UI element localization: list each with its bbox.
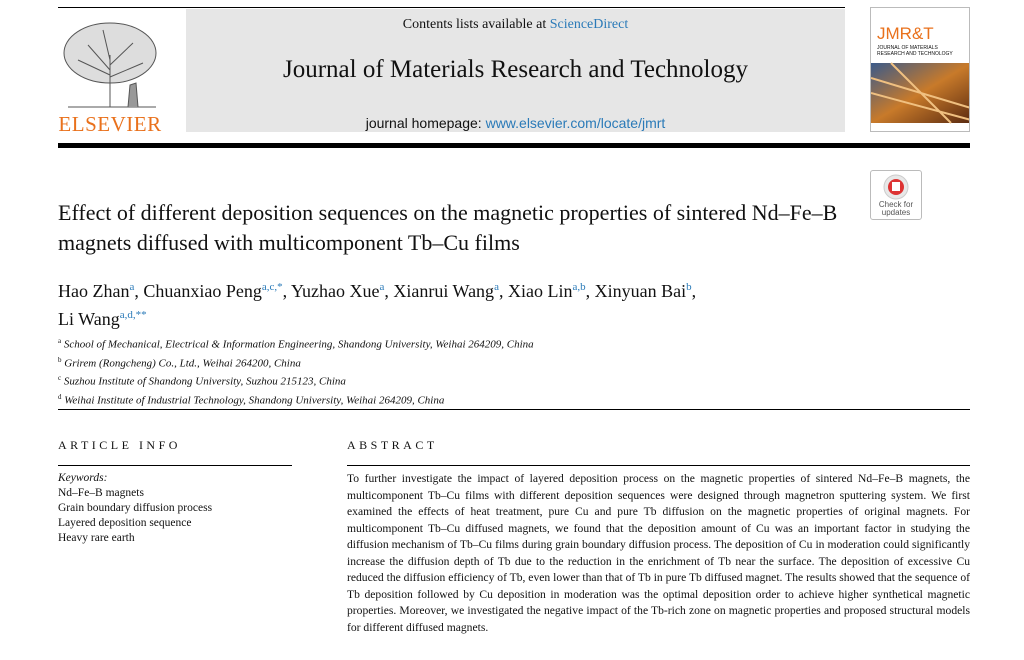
affiliation: d Weihai Institute of Industrial Technol…	[58, 390, 758, 409]
separator: ,	[691, 281, 697, 301]
text: journal homepage:	[365, 115, 482, 131]
author-affiliation[interactable]: a	[379, 281, 385, 293]
keyword: Nd–Fe–B magnets	[58, 487, 144, 499]
keyword: Heavy rare earth	[58, 532, 135, 544]
link[interactable]: www.elsevier.com/locate/jmrt	[485, 115, 666, 131]
affiliation-mark: a	[58, 337, 62, 345]
author-name: Hao Zhan	[58, 281, 130, 301]
check-icon	[883, 174, 909, 200]
journal-name: Journal of Materials Research and Techno…	[282, 56, 748, 83]
rule	[58, 7, 845, 8]
check-text: Check for updates	[878, 200, 914, 217]
keywords: Keywords: Nd–Fe–B magnets Grain boundary d…	[58, 471, 298, 546]
affiliation: b Grirem (Rongcheng) Co., Ltd., Weihai 2…	[58, 353, 758, 372]
text: Contents lists available at	[402, 17, 547, 32]
affiliation-mark: b	[58, 355, 62, 364]
author-affiliation[interactable]: a	[494, 281, 499, 293]
contents-line: Contents lists available at ScienceDirec…	[186, 17, 845, 33]
affiliation-text: Weihai Institute of Industrial Technolog…	[64, 394, 445, 407]
author-name: Yuzhao Xue	[290, 281, 380, 301]
author-name: Xianrui Wang	[393, 281, 495, 301]
cover-art	[871, 62, 969, 124]
author-affiliation[interactable]: a,d,**	[119, 309, 147, 321]
journal-banner	[186, 9, 845, 132]
journal-cover: JMR&T JOURNAL OF MATERIALS RESEARCH AND …	[870, 7, 970, 132]
author-name: Li Wang	[58, 309, 120, 329]
affiliation-mark: c	[58, 374, 62, 383]
separator: ,	[282, 281, 288, 301]
cover-title: JMR&T	[877, 24, 934, 43]
cover-subtitle: JOURNAL OF MATERIALS RESEARCH AND TECHNO…	[877, 45, 953, 57]
separator: ,	[134, 281, 139, 301]
homepage-line: journal homepage: www.elsevier.com/locat…	[186, 115, 845, 131]
author-affiliation[interactable]: b	[686, 281, 692, 293]
section-heading: ABSTRACT	[347, 438, 438, 452]
keywords-label: Keywords:	[58, 472, 108, 484]
keyword: Grain boundary diffusion process	[58, 502, 213, 514]
affiliation-text: Grirem (Rongcheng) Co., Ltd., Weihai 264…	[64, 357, 301, 370]
affiliation-text: School of Mechanical, Electrical & Infor…	[63, 338, 534, 351]
link[interactable]: ScienceDirect	[549, 17, 629, 32]
author-affiliation[interactable]: a,c,*	[261, 281, 283, 293]
affiliation-mark: d	[58, 392, 62, 401]
author-name: Xinyuan Bai	[594, 281, 687, 301]
rule	[58, 143, 970, 148]
author-affiliation[interactable]: a,b	[572, 281, 586, 293]
section-heading: ARTICLE INFO	[58, 438, 181, 452]
author-name: Xiao Lin	[507, 281, 573, 301]
affiliation: c Suzhou Institute of Shandong Universit…	[58, 371, 758, 390]
rule	[58, 409, 970, 410]
publisher-logo	[63, 22, 157, 108]
rule	[347, 465, 970, 466]
article-title: Effect of different deposition sequences…	[58, 200, 838, 255]
publisher-name: ELSEVIER	[58, 112, 162, 136]
affiliation-list: a School of Mechanical, Electrical & Inf…	[58, 334, 758, 409]
author-affiliation[interactable]: a	[129, 281, 135, 293]
keyword: Layered deposition sequence	[58, 517, 192, 529]
check-updates[interactable]: Check for updates	[870, 170, 922, 220]
author-name: Chuanxiao Peng	[143, 281, 262, 301]
rule	[58, 465, 292, 466]
abstract-text: To further investigate the impact of lay…	[347, 472, 970, 634]
separator: ,	[585, 281, 591, 301]
author-list: Hao Zhana, Chuanxiao Penga,c,*, Yuzhao X…	[58, 275, 858, 331]
affiliation: a School of Mechanical, Electrical & Inf…	[58, 334, 758, 353]
separator: ,	[498, 281, 504, 301]
separator: ,	[384, 281, 389, 301]
affiliation-text: Suzhou Institute of Shandong University,…	[63, 375, 346, 388]
